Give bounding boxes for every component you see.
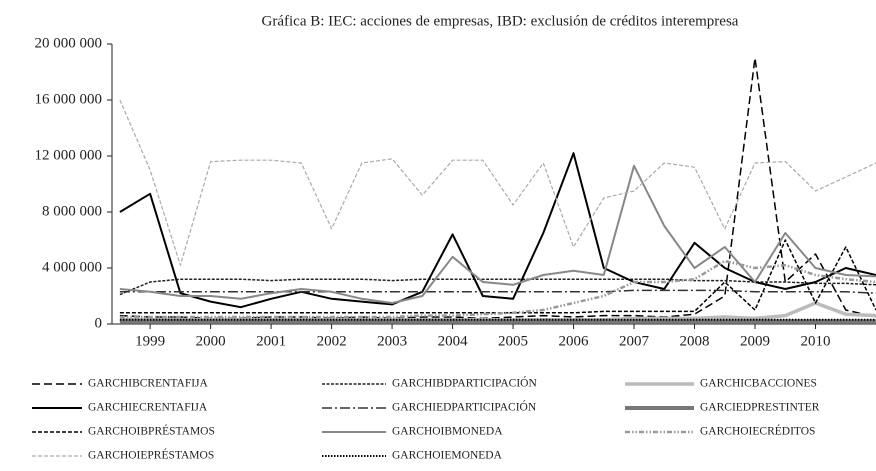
y-tick-label: 16 000 000 [35,91,103,107]
series-line [119,278,876,296]
series-line [119,289,876,294]
x-tick-label: 2003 [377,333,407,349]
series-line [119,259,876,319]
x-tick-label: 2004 [438,333,469,349]
x-tick-label: 2002 [317,333,347,349]
legend-label: GARCHOIBPRÉSTAMOS [88,424,215,438]
legend-label: GARCHIBDPARTICIPACIÓN [392,376,537,390]
legend-label: GARCHOIBMONEDA [392,426,503,438]
x-tick-label: 2008 [680,333,710,349]
x-tick-label: 2009 [740,333,770,349]
x-tick-label: 2006 [559,333,590,349]
legend-label: GARCHOIEMONEDA [392,450,503,462]
legend-label: GARCHICBACCIONES [700,378,817,390]
x-tick-label: 2001 [256,333,286,349]
series-line [119,239,876,314]
y-tick-label: 12 000 000 [35,147,103,163]
x-tick-label: 2005 [498,333,528,349]
y-tick-label: 4 000 000 [42,259,102,275]
legend-label: GARCHOIEPRÉSTAMOS [88,448,214,462]
legend-label: GARCHIECRENTAFIJA [88,402,208,414]
series-line [119,99,876,266]
legend-label: GARCHIEDPARTICIPACIÓN [392,400,537,414]
series-line [119,152,876,309]
x-tick-label: 2000 [196,333,226,349]
chart-title: Gráfica B: IEC: acciones de empresas, IB… [262,13,739,29]
legend-label: GARCHOIECRÉDITOS [700,424,815,438]
x-tick-label: 2010 [801,333,831,349]
series-line [119,164,876,304]
y-tick-label: 0 [95,315,103,331]
y-tick-label: 20 000 000 [35,35,103,51]
x-tick-label: 1999 [135,333,165,349]
legend-label: GARCIEDPRESTINTER [700,402,820,414]
legend-label: GARCHIBCRENTAFIJA [88,378,209,390]
x-tick-label: 2007 [619,333,650,349]
y-tick-label: 8 000 000 [42,203,102,219]
